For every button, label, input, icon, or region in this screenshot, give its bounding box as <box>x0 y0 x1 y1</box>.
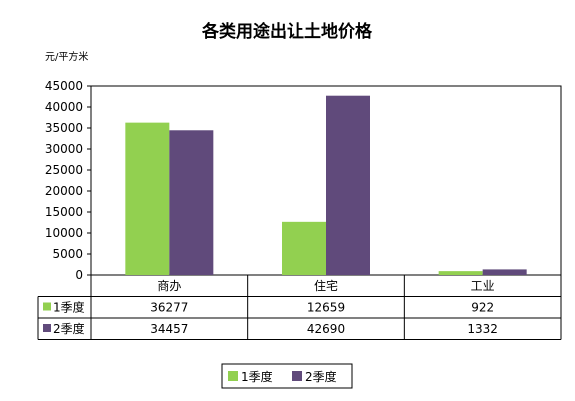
bar-商办-2季度 <box>169 130 214 275</box>
bar-商办-1季度 <box>125 122 170 275</box>
legend-box <box>221 363 353 389</box>
y-tick-label: 20000 <box>45 184 83 198</box>
table-legend-key <box>43 302 51 311</box>
bar-工业-2季度 <box>482 269 527 275</box>
table-legend-key <box>43 324 51 332</box>
y-tick-label: 40000 <box>45 100 83 114</box>
data-label: 42690 <box>307 322 345 336</box>
table-series-label: 1季度 <box>53 300 85 315</box>
data-label: 34457 <box>150 322 188 336</box>
y-tick-label: 15000 <box>45 205 83 219</box>
y-axis-unit-label: 元/平方米 <box>45 50 88 63</box>
category-label: 工业 <box>471 279 495 293</box>
legend-key <box>228 371 238 381</box>
data-label: 1332 <box>467 322 498 336</box>
table-series-label: 2季度 <box>53 321 85 336</box>
y-tick-label: 0 <box>75 268 83 282</box>
legend-label: 1季度 <box>241 369 273 384</box>
y-tick-label: 45000 <box>45 79 83 93</box>
legend-label: 2季度 <box>305 369 337 384</box>
y-tick-label: 30000 <box>45 142 83 156</box>
bar-住宅-2季度 <box>326 95 370 276</box>
category-label: 住宅 <box>314 278 338 293</box>
data-label: 36277 <box>150 301 188 315</box>
y-tick-label: 35000 <box>45 121 83 135</box>
y-tick-label: 25000 <box>45 163 83 177</box>
y-tick-label: 5000 <box>52 247 83 261</box>
bar-工业-1季度 <box>438 271 483 275</box>
legend: 1季度 2季度 <box>221 363 353 389</box>
bar-住宅-1季度 <box>282 221 326 275</box>
category-label: 商办 <box>157 278 181 293</box>
data-label: 922 <box>471 301 494 315</box>
y-tick-label: 10000 <box>45 226 83 240</box>
legend-key <box>292 371 302 381</box>
plot-area: 0 5000 10000 15000 20000 25000 30000 35000 40000… <box>45 79 562 282</box>
chart-title: 各类用途出让土地价格 <box>201 21 373 42</box>
data-label: 12659 <box>307 301 345 315</box>
data-table: 商办 住宅 工业 1季度 36277 12659 922 2季度 34457 42690 1332 <box>37 275 562 340</box>
